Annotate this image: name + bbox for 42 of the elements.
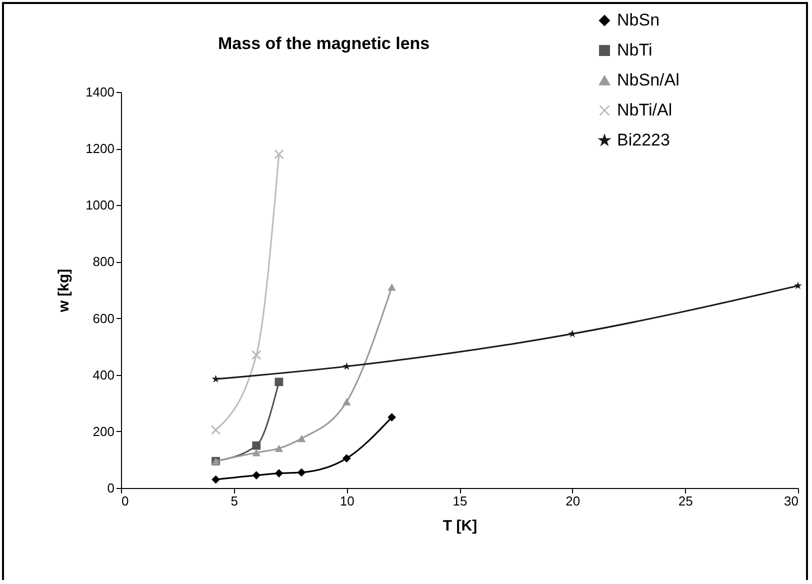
point <box>252 449 261 456</box>
x-tick-label: 25 <box>678 494 693 508</box>
point <box>212 475 220 484</box>
point <box>212 374 220 382</box>
point <box>274 469 284 478</box>
point <box>342 362 351 370</box>
y-tick-label: 600 <box>92 310 114 326</box>
y-axis-title: w [kg] <box>56 268 73 314</box>
point <box>388 284 396 291</box>
point <box>794 282 802 290</box>
point <box>252 441 261 450</box>
x-tick-label: 5 <box>230 494 238 508</box>
legend-label: NbTi <box>617 40 652 60</box>
x-tick-label: 10 <box>340 494 354 508</box>
x-tick-label: 30 <box>784 494 798 508</box>
legend-label: Bi2223 <box>617 130 670 150</box>
y-tick-label: 1000 <box>86 198 114 213</box>
legend-label: NbTi/Al <box>617 100 672 120</box>
point <box>342 398 351 406</box>
point <box>252 471 261 480</box>
point <box>297 468 306 477</box>
y-tick-label: 1400 <box>86 84 114 100</box>
point <box>342 454 351 462</box>
legend-label: NbSn/Al <box>617 70 680 90</box>
y-tick-label: 200 <box>92 424 114 439</box>
point <box>274 444 284 452</box>
point <box>297 434 306 442</box>
legend-label: NbSn <box>617 10 660 30</box>
x-tick-label: 0 <box>122 494 129 508</box>
point <box>274 378 284 386</box>
point <box>274 149 284 160</box>
point <box>251 350 262 360</box>
x-tick-label: 20 <box>566 494 580 508</box>
y-tick-label: 0 <box>107 480 114 496</box>
x-tick-label: 15 <box>452 494 468 508</box>
x-axis-title: T [K] <box>442 518 478 534</box>
y-tick-label: 1200 <box>86 141 114 156</box>
point <box>210 425 221 435</box>
y-tick-label: 800 <box>92 254 114 270</box>
point <box>388 413 396 422</box>
y-tick-label: 400 <box>92 367 114 382</box>
chart-title: Mass of the magnetic lens <box>218 34 430 54</box>
